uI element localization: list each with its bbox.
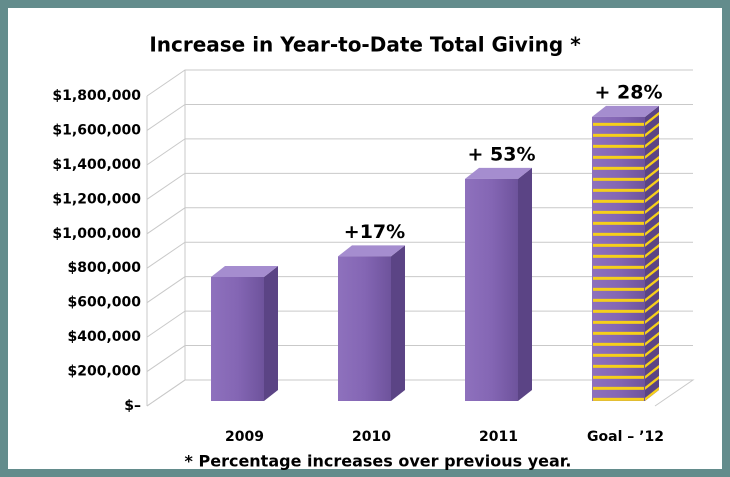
stripe — [593, 265, 644, 269]
bar-side — [645, 105, 659, 401]
y-tick-label: $1,600,000 — [52, 122, 141, 138]
stripe — [593, 232, 644, 236]
stripe — [645, 265, 659, 280]
stripe — [645, 199, 659, 214]
footnote: * Percentage increases over previous yea… — [185, 452, 572, 471]
stripe — [645, 188, 659, 203]
bar — [465, 178, 518, 401]
stripe — [593, 122, 644, 126]
stripe — [645, 276, 659, 291]
bar-side — [518, 167, 532, 401]
bar — [211, 277, 264, 401]
stripe — [645, 166, 659, 181]
stripe — [593, 177, 644, 181]
stripe — [593, 386, 644, 390]
y-tick-label: $800,000 — [67, 260, 141, 276]
bar-top — [465, 167, 532, 179]
bar-top — [592, 105, 659, 117]
stripe — [645, 111, 659, 126]
y-tick-label: $600,000 — [67, 295, 141, 311]
stripe — [593, 287, 644, 291]
x-tick-label: 2011 — [479, 429, 518, 445]
stripe — [593, 199, 644, 203]
bar-top — [338, 245, 405, 257]
y-tick-label: $1,200,000 — [52, 191, 141, 207]
y-tick-label: $400,000 — [67, 329, 141, 345]
bar-top — [211, 266, 278, 277]
stripe — [593, 276, 644, 280]
stripe — [593, 133, 644, 137]
stripe — [645, 375, 659, 390]
stripe — [645, 177, 659, 192]
y-tick-label: $200,000 — [67, 364, 141, 380]
stripe — [593, 364, 644, 368]
stripe — [593, 144, 644, 148]
stripe — [645, 342, 659, 357]
stripe — [593, 254, 644, 258]
stripe — [645, 232, 659, 247]
x-tick-label: 2010 — [352, 429, 391, 445]
stripe — [593, 243, 644, 247]
y-tick-label: $1,400,000 — [52, 157, 141, 173]
grid-line — [146, 69, 693, 97]
stripe — [645, 243, 659, 258]
x-tick-label: 2009 — [225, 429, 264, 445]
stripe — [645, 287, 659, 302]
annotation: + 53% — [467, 143, 535, 165]
stripe — [593, 397, 644, 401]
stripe — [645, 353, 659, 368]
y-tick-label: $1,800,000 — [52, 88, 141, 104]
grid-line — [146, 138, 693, 166]
x-tick-label: Goal – ’12 — [587, 429, 664, 445]
chart-title: Increase in Year-to-Date Total Giving * — [149, 33, 581, 57]
grid-line — [146, 103, 693, 131]
stripe — [645, 210, 659, 225]
stripe — [645, 364, 659, 379]
stripe — [645, 144, 659, 159]
annotation: + 28% — [594, 81, 662, 103]
stripe — [593, 375, 644, 379]
stripe — [645, 320, 659, 335]
stripe — [645, 122, 659, 137]
stripe — [645, 155, 659, 170]
stripe — [593, 309, 644, 313]
stripe — [645, 309, 659, 324]
stripe — [593, 342, 644, 346]
stripe — [645, 298, 659, 313]
bar-side — [264, 266, 278, 401]
stripe — [645, 331, 659, 346]
stripe — [645, 386, 659, 401]
stripe — [645, 221, 659, 236]
y-tick-label: $1,000,000 — [52, 226, 141, 242]
annotation: +17% — [344, 221, 405, 243]
stripe — [593, 320, 644, 324]
stripe — [593, 188, 644, 192]
stripe — [645, 133, 659, 148]
stripe — [645, 254, 659, 269]
stripe — [593, 353, 644, 357]
stripe — [593, 331, 644, 335]
stripe — [593, 166, 644, 170]
bar — [338, 256, 391, 401]
stripe — [593, 221, 644, 225]
stripe — [593, 155, 644, 159]
bar — [592, 116, 645, 401]
y-tick-label: $– — [124, 398, 141, 414]
bar-side — [391, 245, 405, 401]
stripe — [593, 298, 644, 302]
stripe — [593, 210, 644, 214]
